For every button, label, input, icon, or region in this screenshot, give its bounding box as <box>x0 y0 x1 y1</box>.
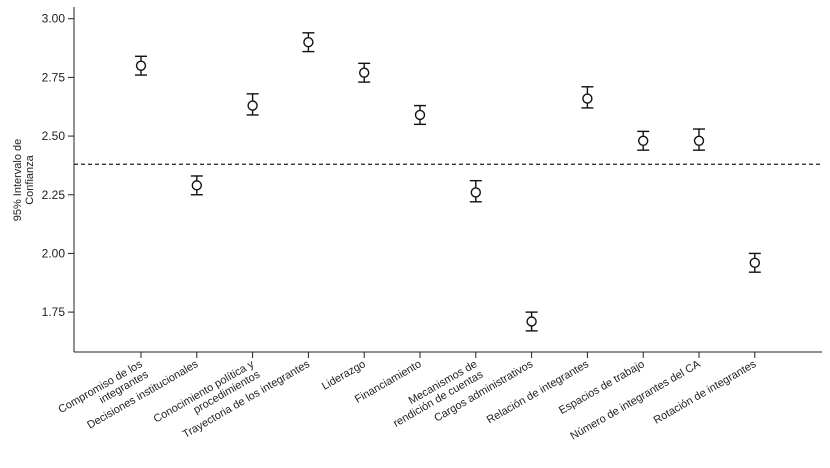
mean-marker <box>582 93 593 104</box>
mean-marker <box>638 135 649 146</box>
x-tick-label: Relación de integrantes <box>485 358 592 426</box>
y-tick-label: 2.25 <box>42 188 66 202</box>
x-tick-label-line: Conocimiento política y <box>152 358 257 426</box>
error-bar-point <box>748 252 761 273</box>
y-axis-label-line-1: 95% Intervalo de <box>12 139 24 222</box>
mean-marker <box>247 100 258 111</box>
x-tick-label-line: Relación de integrantes <box>485 358 592 426</box>
error-bar-point <box>637 130 650 151</box>
axes <box>73 7 822 353</box>
mean-marker <box>749 257 760 269</box>
mean-marker <box>470 187 481 198</box>
mean-marker <box>303 37 314 48</box>
y-tick-label: 3.00 <box>42 12 66 26</box>
error-bar-point <box>190 175 203 196</box>
mean-marker <box>414 109 426 121</box>
y-axis-label: 95% Intervalo deConfianza <box>12 139 36 222</box>
mean-marker <box>693 135 705 146</box>
data-marks <box>135 32 761 332</box>
mean-marker <box>526 316 537 327</box>
y-tick-label: 2.00 <box>42 246 66 260</box>
mean-marker <box>135 60 147 71</box>
x-tick-label-line: Rotación de integrantes <box>652 358 759 427</box>
error-bar-point <box>693 128 705 151</box>
y-tick-label: 1.75 <box>42 305 66 319</box>
y-tick-label: 2.75 <box>42 70 66 84</box>
mean-marker <box>191 180 203 191</box>
error-bar-point <box>358 62 371 83</box>
error-bar-point <box>581 86 594 109</box>
error-bar-point <box>135 55 147 76</box>
x-tick-label: Rotación de integrantes <box>652 358 759 427</box>
mean-marker <box>359 67 370 78</box>
error-bar-point <box>414 104 426 126</box>
error-bar-point <box>469 179 482 203</box>
y-axis-label-line-2: Confianza <box>24 154 36 204</box>
x-tick-label: Liderazgo <box>320 358 368 393</box>
error-bar-point <box>525 311 538 332</box>
error-bar-point <box>246 93 259 116</box>
y-tick-label: 2.50 <box>42 129 66 143</box>
x-tick-label-line: Liderazgo <box>320 358 368 393</box>
error-bar-point <box>302 32 315 53</box>
y-axis-label-text: 95% Intervalo deConfianza <box>12 139 36 222</box>
y-axis-ticks: 3.00 2.75 2.50 2.25 2.00 1.75 <box>42 12 74 319</box>
